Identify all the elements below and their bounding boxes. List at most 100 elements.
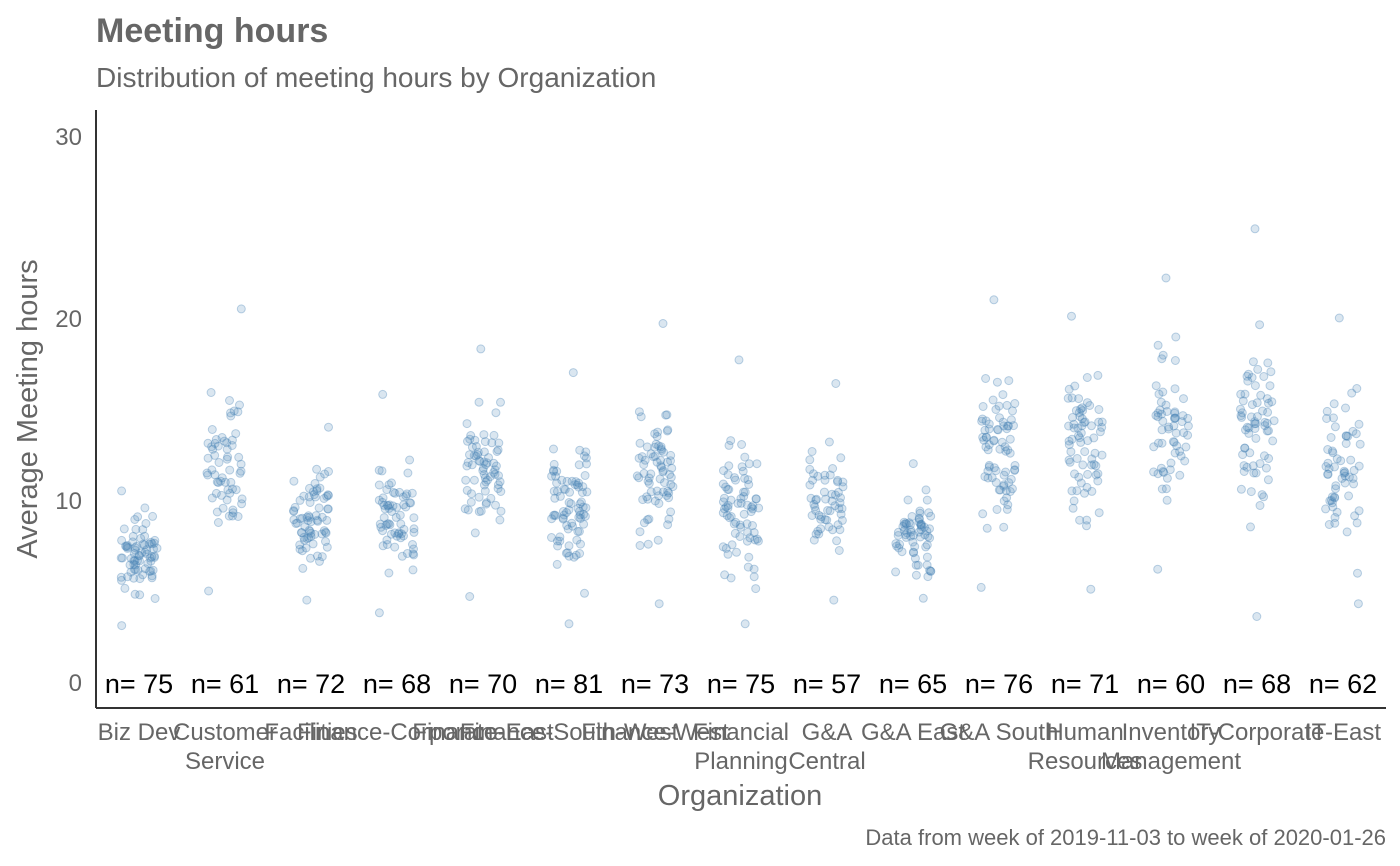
data-point — [926, 566, 936, 576]
data-point — [387, 507, 397, 516]
data-point — [1244, 369, 1253, 379]
data-point — [1082, 398, 1092, 408]
data-point — [573, 526, 583, 536]
data-point — [983, 473, 993, 483]
data-point — [385, 520, 395, 530]
data-point — [1157, 484, 1167, 494]
data-point — [147, 571, 157, 581]
data-point — [1010, 399, 1020, 408]
data-point — [639, 468, 649, 478]
data-point — [322, 542, 332, 552]
data-point — [552, 478, 562, 488]
data-point — [558, 514, 568, 524]
data-point — [481, 477, 491, 487]
data-point — [581, 453, 591, 463]
data-point — [1246, 412, 1256, 422]
data-point — [1086, 584, 1096, 594]
data-point — [1067, 486, 1077, 496]
data-point — [749, 572, 759, 582]
data-point — [1154, 389, 1164, 399]
data-point — [397, 551, 407, 561]
data-point — [289, 515, 299, 525]
data-point — [891, 567, 901, 577]
data-point — [574, 512, 584, 522]
data-point — [234, 452, 244, 462]
data-point — [403, 468, 413, 478]
data-point — [910, 553, 920, 563]
data-point — [485, 472, 495, 482]
data-point — [480, 437, 490, 447]
data-point — [742, 536, 752, 546]
data-point — [134, 551, 144, 561]
data-point — [1170, 356, 1180, 365]
data-point — [1259, 492, 1269, 502]
data-point — [140, 547, 150, 557]
data-point — [146, 537, 156, 547]
data-point — [1260, 417, 1270, 427]
data-point — [833, 520, 843, 530]
data-point — [821, 494, 831, 504]
data-point — [1075, 412, 1085, 421]
data-point — [981, 442, 991, 452]
data-point — [752, 534, 762, 544]
data-point — [228, 508, 238, 518]
x-tick-label: IT-East — [1305, 719, 1381, 746]
data-point — [721, 482, 731, 492]
data-point — [298, 563, 308, 573]
data-point — [901, 530, 911, 540]
data-point — [116, 572, 126, 582]
data-point — [816, 514, 826, 524]
data-point — [563, 548, 572, 558]
data-point — [822, 515, 832, 525]
data-point — [479, 457, 489, 467]
data-point — [228, 484, 237, 494]
x-axis-title: Organization — [658, 780, 822, 812]
data-point — [1247, 373, 1257, 382]
data-point — [833, 477, 842, 487]
data-point — [1330, 518, 1340, 528]
data-point — [579, 451, 589, 461]
data-point — [121, 541, 131, 551]
data-point — [1239, 467, 1249, 476]
data-point — [749, 564, 759, 574]
data-point — [908, 459, 918, 469]
data-point — [133, 556, 142, 566]
data-point — [747, 502, 757, 512]
data-point — [474, 397, 484, 407]
data-point — [567, 476, 577, 486]
data-points — [116, 224, 1365, 631]
data-point — [1161, 400, 1171, 410]
data-point — [902, 519, 911, 529]
data-point — [304, 492, 314, 502]
data-point — [1263, 407, 1273, 417]
data-point — [745, 533, 755, 543]
data-point — [231, 429, 241, 439]
data-point — [656, 444, 666, 454]
data-point — [754, 503, 764, 513]
data-point — [1006, 474, 1016, 484]
data-point — [1240, 389, 1250, 399]
data-point — [911, 560, 921, 570]
data-point — [1067, 434, 1077, 444]
data-point — [922, 552, 932, 562]
data-point — [299, 532, 309, 542]
data-point — [140, 531, 150, 541]
data-point — [378, 493, 388, 503]
data-point — [317, 512, 327, 522]
count-labels: n= 75 n= 61 n= 72 n= 68 n= 70 n= 81 n= 73 n= 75… — [105, 669, 1377, 699]
data-point — [575, 506, 584, 516]
data-point — [978, 414, 987, 424]
data-point — [213, 441, 223, 451]
data-point — [650, 429, 660, 439]
data-point — [639, 460, 649, 470]
data-point — [319, 494, 329, 503]
data-point — [646, 487, 656, 497]
data-point — [563, 524, 573, 534]
data-point — [727, 540, 737, 550]
data-point — [742, 500, 752, 510]
data-point — [547, 533, 556, 542]
data-point — [140, 564, 150, 574]
data-point — [147, 552, 157, 562]
data-point — [984, 424, 994, 434]
data-point — [132, 541, 141, 551]
